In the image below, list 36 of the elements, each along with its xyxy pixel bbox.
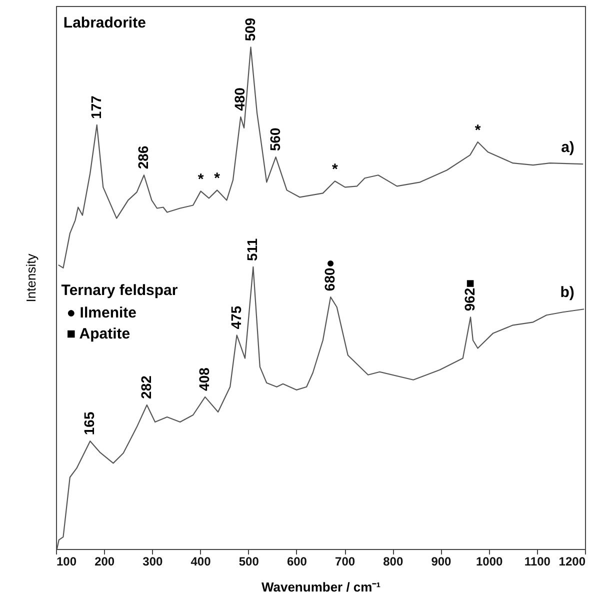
x-tick-label: 1000 [476,554,503,568]
annotation: 962■ [462,279,478,312]
annotation: ● Ilmenite [66,304,136,322]
annotation: 282 [138,375,154,399]
annotation: 560 [266,127,283,152]
annotation: b) [560,284,574,302]
x-tick-label: 700 [335,554,356,568]
annotation: ■ Apatite [66,325,130,342]
x-tick-label: 1100 [524,554,551,568]
annotation: 680● [322,259,338,292]
annotation: 177 [88,95,104,119]
annotation: * [474,122,481,139]
annotation: 286 [135,146,152,170]
annotation: 408 [196,367,212,391]
x-tick-label: 500 [238,554,260,568]
x-tick-label: 800 [383,554,404,568]
x-tick-label: 300 [142,554,164,568]
x-tick-label: 600 [286,554,308,568]
x-tick-label: 400 [190,554,212,568]
annotation: 475 [228,306,244,330]
text: Labradorite [63,14,146,32]
annotation: a) [561,139,574,156]
x-tick-label: 1200 [558,554,586,568]
x-tick-label: 100 [56,554,77,568]
annotation: 509 [242,18,258,42]
y-axis-title: Intensity [24,253,38,302]
annotation: * [198,171,204,188]
x-axis-title: Wavenumber / cm⁻¹ [261,580,381,594]
annotation: 511 [244,238,260,261]
annotation: 480 [232,87,248,111]
x-tick-label: 200 [94,554,115,568]
annotation: 165 [81,412,98,436]
annotation: * [332,161,338,178]
annotation: * [214,170,220,188]
x-tick-label: 900 [431,554,452,568]
annotation: Ternary feldspar [61,282,178,299]
